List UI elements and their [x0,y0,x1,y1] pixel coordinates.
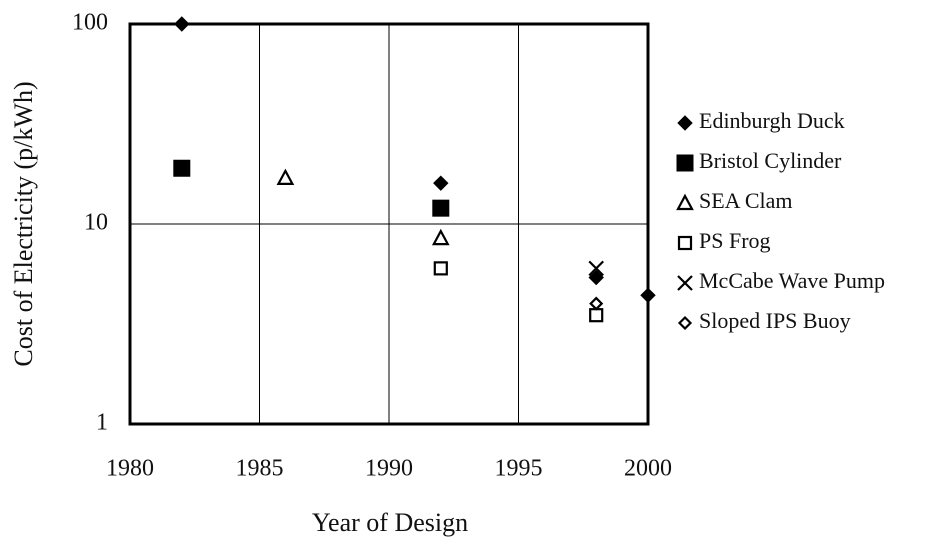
point [276,168,295,186]
y-tick-label: 100 [72,10,108,36]
y-axis-title: Cost of Electricity (p/kWh) [9,81,38,366]
point [589,296,604,311]
legend-label: Bristol Cylinder [699,148,842,173]
legend-marker [676,154,694,172]
point [640,287,656,304]
legend-marker [677,275,693,291]
point [432,199,450,217]
legend-marker [677,115,693,131]
point [433,261,448,276]
x-axis-title: Year of Design [312,508,468,537]
x-tick-label: 1980 [106,456,154,482]
point [174,16,190,32]
point [588,260,604,277]
x-tick-label: 1995 [495,456,543,482]
y-tick-label: 10 [84,210,108,236]
point [431,228,450,246]
legend-marker [677,235,693,251]
point [173,159,191,177]
point [433,175,449,191]
legend-label: Sloped IPS Buoy [699,308,851,333]
legend-label: Edinburgh Duck [699,108,845,133]
x-tick-label: 1985 [236,456,284,482]
legend-marker [677,315,693,331]
legend-label: McCabe Wave Pump [699,268,885,293]
legend-marker [676,193,694,211]
point [589,308,604,323]
y-tick-label: 1 [96,410,108,436]
legend-label: PS Frog [699,228,771,253]
legend-label: SEA Clam [699,188,793,213]
x-tick-label: 1990 [365,456,413,482]
x-tick-label: 2000 [624,456,672,482]
point [588,269,604,286]
plot-frame [128,22,650,426]
